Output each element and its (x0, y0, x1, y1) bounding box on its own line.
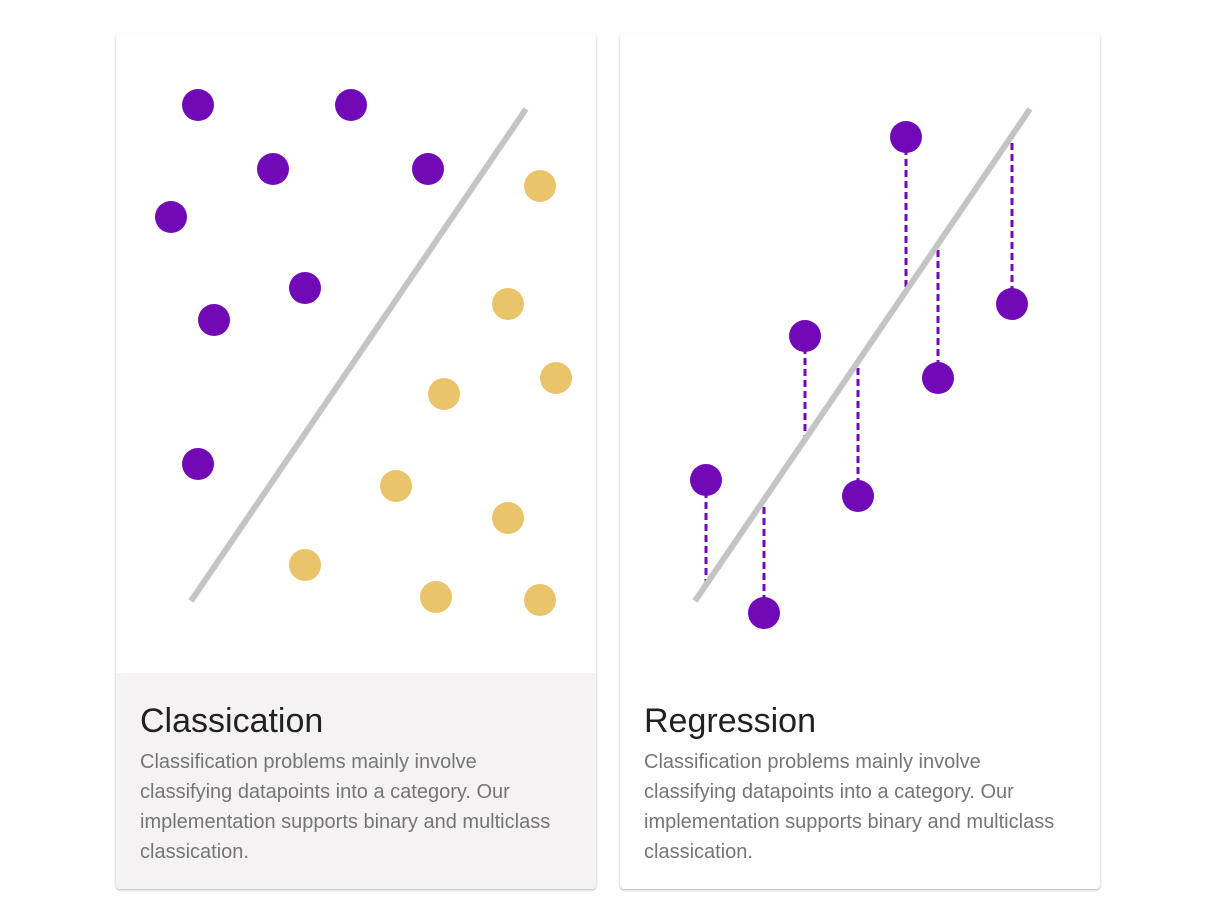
gold-point (428, 378, 460, 410)
gold-point (524, 584, 556, 616)
purple-point (257, 153, 289, 185)
purple-point (289, 272, 321, 304)
gold-point (492, 502, 524, 534)
regression-line (692, 107, 1033, 603)
regression-description: Classification problems mainly involve c… (644, 751, 1055, 863)
data-point (890, 121, 922, 153)
purple-point (182, 89, 214, 121)
regression-illustration (620, 34, 1100, 673)
gold-point (289, 549, 321, 581)
gold-point (420, 581, 452, 613)
gold-point (540, 362, 572, 394)
data-point (922, 362, 954, 394)
data-point (690, 464, 722, 496)
regression-title: Regression (644, 702, 816, 740)
data-point (842, 480, 874, 512)
purple-point (182, 448, 214, 480)
gold-point (380, 470, 412, 502)
purple-point (412, 153, 444, 185)
gold-point (524, 170, 556, 202)
data-point (996, 288, 1028, 320)
classification-card-content: Classication Classification problems mai… (116, 673, 596, 889)
decision-boundary-line (188, 107, 529, 603)
regression-card-content: Regression Classification problems mainl… (620, 673, 1100, 889)
purple-point (155, 201, 187, 233)
gold-point (492, 288, 524, 320)
data-point (789, 320, 821, 352)
data-point (748, 597, 780, 629)
regression-chart (690, 107, 1033, 629)
regression-card[interactable]: Regression Classification problems mainl… (620, 34, 1100, 889)
classification-title: Classication (140, 702, 324, 740)
purple-point (198, 304, 230, 336)
classification-description: Classification problems mainly involve c… (140, 751, 551, 863)
purple-point (335, 89, 367, 121)
classification-chart (155, 89, 572, 616)
classification-illustration (116, 34, 596, 673)
classification-card[interactable]: Classication Classification problems mai… (116, 34, 596, 889)
